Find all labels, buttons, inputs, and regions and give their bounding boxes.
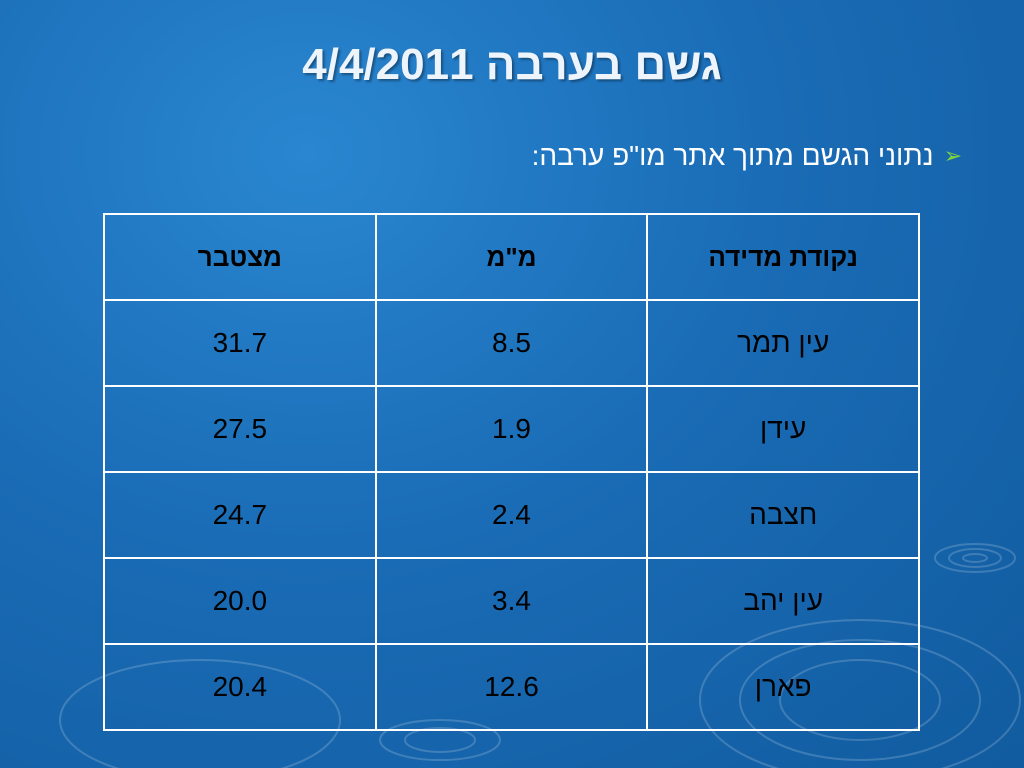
- table-cell: 20.0: [103, 557, 377, 645]
- table-row: עין יהב 3.4 20.0: [103, 557, 920, 645]
- data-table: נקודת מדידה מ"מ מצטבר עין תמר 8.5 31.7 עידן 1.…: [103, 213, 920, 731]
- table-cell: עידן: [646, 385, 920, 473]
- table-cell: 31.7: [103, 299, 377, 387]
- table-cell: 20.4: [103, 643, 377, 731]
- table-cell: 1.9: [374, 385, 649, 473]
- table-body: עין תמר 8.5 31.7 עידן 1.9 27.5 חצבה 2.4 24.7 עין …: [103, 299, 920, 731]
- table-cell: חצבה: [646, 471, 920, 559]
- bullet-icon: ➢: [943, 143, 962, 168]
- column-header: מצטבר: [103, 213, 377, 301]
- bullet-item: ➢ נתוני הגשם מתוך אתר מו"פ ערבה:: [532, 140, 962, 172]
- table-cell: 24.7: [103, 471, 377, 559]
- table-row: עידן 1.9 27.5: [103, 385, 920, 473]
- table-cell: 3.4: [374, 557, 649, 645]
- table-cell: 27.5: [103, 385, 377, 473]
- table-row: פארן 12.6 20.4: [103, 643, 920, 731]
- column-header: נקודת מדידה: [646, 213, 920, 301]
- bullet-text: נתוני הגשם מתוך אתר מו"פ ערבה:: [531, 140, 934, 171]
- table-cell: פארן: [646, 643, 920, 731]
- table-cell: 12.6: [374, 643, 649, 731]
- table-header-row: נקודת מדידה מ"מ מצטבר: [103, 213, 920, 301]
- table-row: חצבה 2.4 24.7: [103, 471, 920, 559]
- table-cell: עין תמר: [646, 299, 920, 387]
- table-cell: 2.4: [374, 471, 649, 559]
- table-cell: 8.5: [374, 299, 649, 387]
- table-cell: עין יהב: [646, 557, 920, 645]
- table-row: עין תמר 8.5 31.7: [103, 299, 920, 387]
- column-header: מ"מ: [374, 213, 649, 301]
- slide-title: גשם בערבה 4/4/2011: [302, 40, 722, 89]
